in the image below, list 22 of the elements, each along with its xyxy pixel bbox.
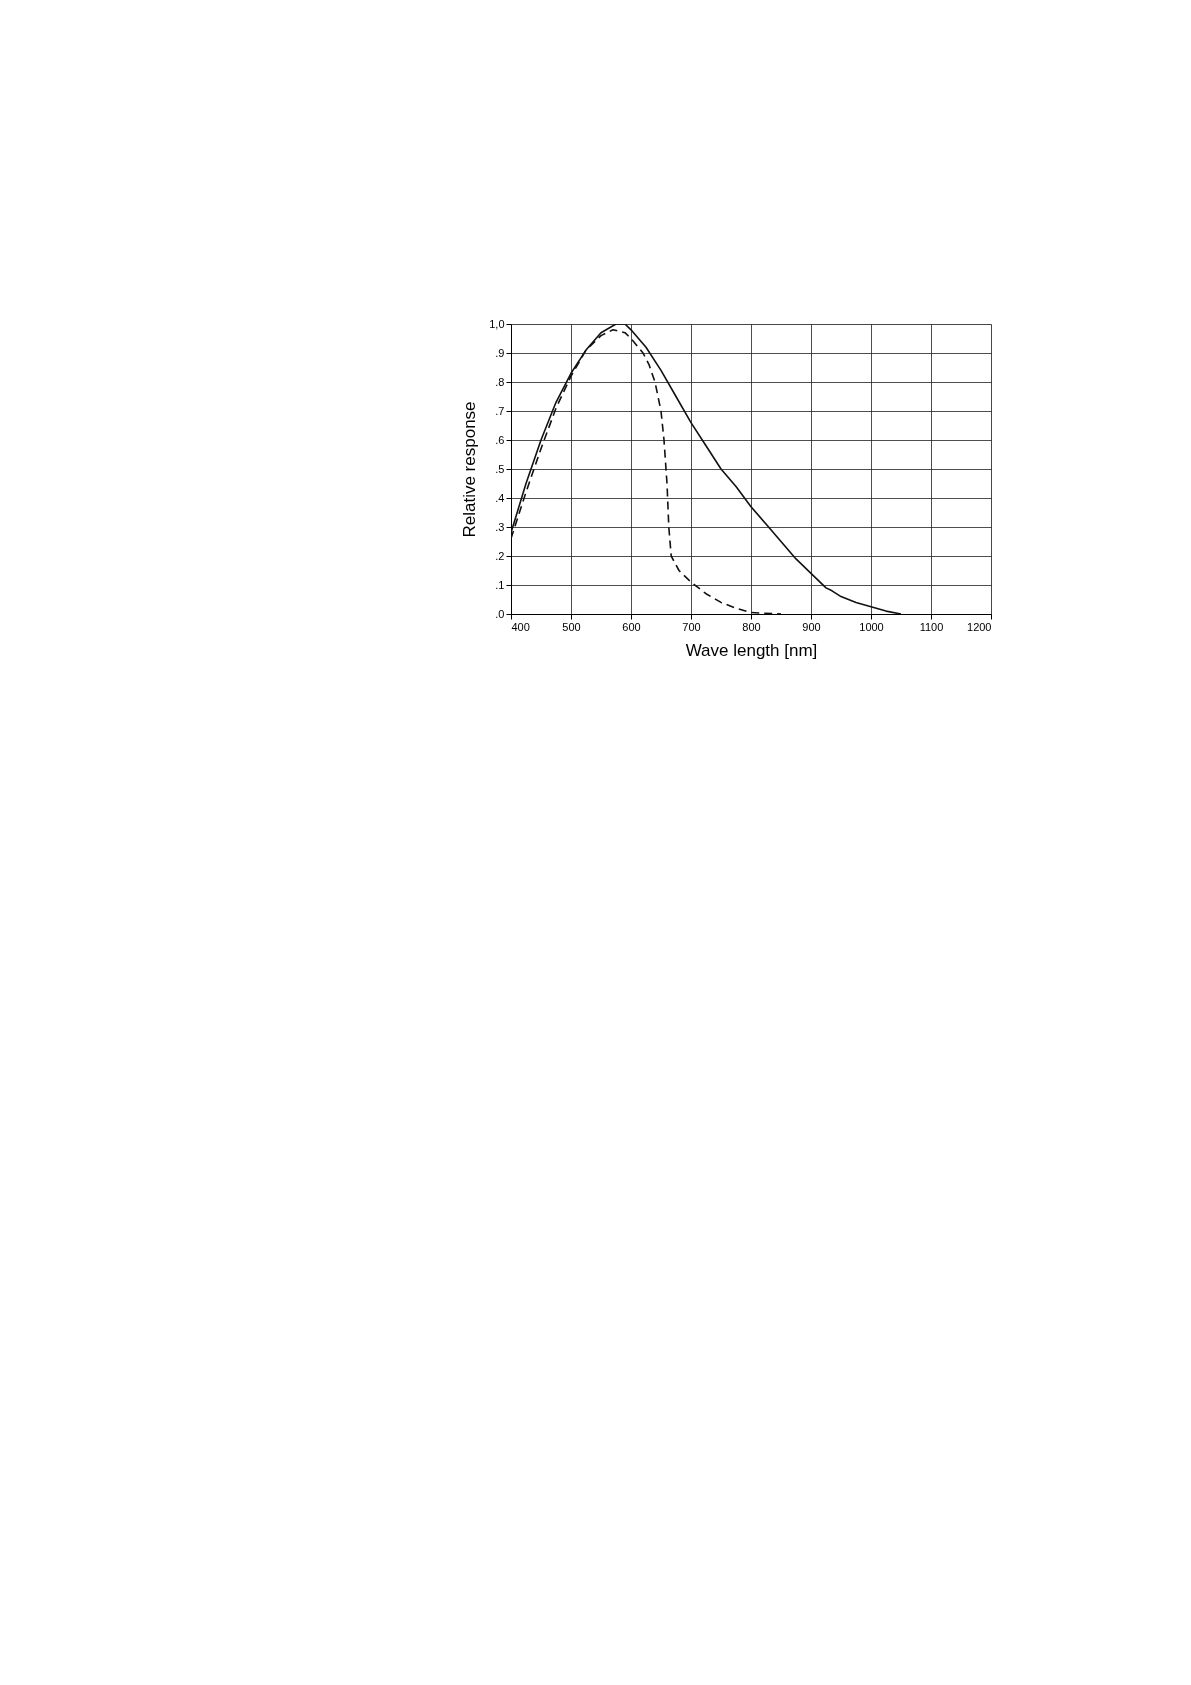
x-tick-label: 500 [562, 620, 581, 633]
x-tick-label: 1000 [859, 620, 884, 633]
y-axis-title: Relative response [460, 401, 480, 538]
y-tick-label: .3 [495, 520, 505, 533]
y-tick-label: .0 [495, 607, 505, 620]
y-tick-label: .2 [495, 549, 505, 562]
x-tick-label: 600 [622, 620, 641, 633]
x-tick-label: 700 [682, 620, 701, 633]
y-tick-label: .9 [495, 346, 505, 359]
x-tick-label: 1200 [967, 620, 992, 633]
x-axis-title: Wave length [nm] [685, 640, 818, 660]
y-tick-label: .5 [495, 462, 505, 475]
y-tick-label: .4 [495, 491, 505, 504]
x-tick-label: 400 [511, 620, 530, 633]
x-tick-label: 1100 [919, 620, 944, 633]
y-tick-label: .7 [495, 404, 505, 417]
y-tick-label: .6 [495, 433, 505, 446]
y-tick-label: 1,0 [489, 317, 505, 330]
x-tick-label: 800 [742, 620, 761, 633]
y-tick-label: .1 [495, 578, 505, 591]
x-tick-label: 900 [802, 620, 821, 633]
y-tick-label: .8 [495, 375, 505, 388]
